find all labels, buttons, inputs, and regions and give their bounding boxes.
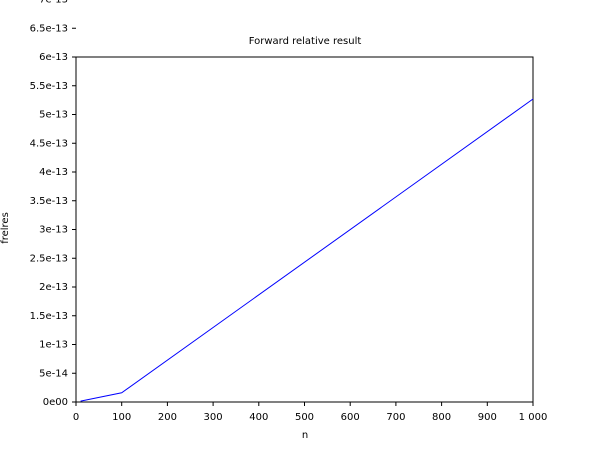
x-tick-label: 400 <box>249 412 268 423</box>
y-tick-label: 3.5e-13 <box>30 196 68 207</box>
x-tick-label: 0 <box>73 412 79 423</box>
x-tick-label: 100 <box>112 412 131 423</box>
x-tick-label: 600 <box>341 412 360 423</box>
y-tick-label: 6.5e-13 <box>30 23 68 34</box>
plot-frame <box>75 56 534 403</box>
x-tick-label: 300 <box>204 412 223 423</box>
y-tick-label: 3e-13 <box>39 225 68 236</box>
x-tick-label: 700 <box>386 412 405 423</box>
y-tick-label: 6e-13 <box>39 52 68 63</box>
x-tick-label: 900 <box>478 412 497 423</box>
y-tick-label: 0e00 <box>43 397 68 408</box>
y-tick-label: 5e-13 <box>39 110 68 121</box>
x-tick-label: 800 <box>432 412 451 423</box>
y-tick-label: 5e-14 <box>39 368 68 379</box>
y-tick-label: 2e-13 <box>39 282 68 293</box>
y-axis-label: frelres <box>0 212 11 244</box>
y-tick-label: 7e-13 <box>39 0 68 6</box>
chart-title: Forward relative result <box>249 36 362 47</box>
x-axis-label: n <box>302 430 308 441</box>
y-tick-label: 4e-13 <box>39 167 68 178</box>
line-series <box>80 98 534 402</box>
y-tick-label: 2.5e-13 <box>30 253 68 264</box>
y-tick-label: 5.5e-13 <box>30 81 68 92</box>
x-tick-label: 1 000 <box>519 412 548 423</box>
x-tick-label: 200 <box>158 412 177 423</box>
y-tick-label: 1e-13 <box>39 340 68 351</box>
y-tick-label: 4.5e-13 <box>30 138 68 149</box>
x-tick-label: 500 <box>295 412 314 423</box>
y-tick-label: 1.5e-13 <box>30 311 68 322</box>
